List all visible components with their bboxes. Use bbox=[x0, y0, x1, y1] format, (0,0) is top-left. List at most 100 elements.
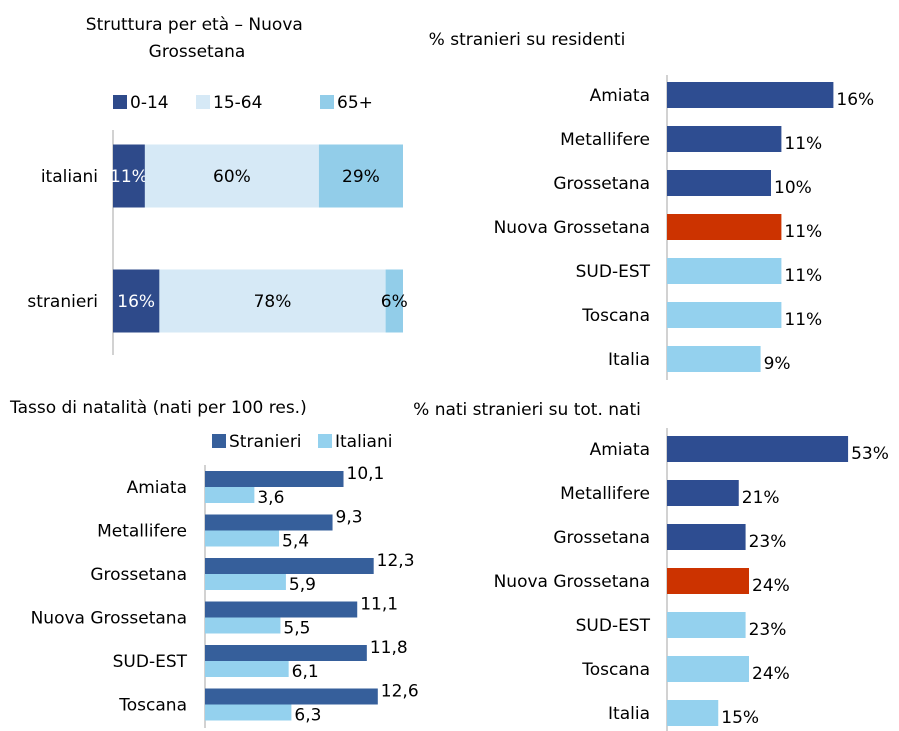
bar bbox=[667, 700, 719, 726]
chart-title: Struttura per età – Nuova Grossetana bbox=[86, 15, 308, 62]
category-label: Metallifere bbox=[97, 522, 187, 542]
bar bbox=[205, 645, 367, 661]
bar bbox=[667, 480, 739, 506]
category-label: Nuova Grossetana bbox=[31, 609, 187, 629]
value-label: 29% bbox=[342, 167, 380, 187]
category-label: SUD-EST bbox=[113, 652, 188, 672]
value-label: 78% bbox=[254, 292, 292, 312]
bar bbox=[205, 617, 281, 634]
legend-label: 15-64 bbox=[213, 93, 262, 113]
value-label: 6,1 bbox=[292, 662, 319, 682]
value-label: 23% bbox=[749, 532, 787, 552]
value-label: 5,9 bbox=[289, 575, 316, 595]
legend-swatch bbox=[196, 95, 210, 109]
bar bbox=[205, 471, 344, 487]
category-label: Grossetana bbox=[90, 565, 187, 585]
bar bbox=[205, 601, 358, 618]
chart-title: % stranieri su residenti bbox=[429, 30, 626, 50]
value-label: 16% bbox=[836, 90, 874, 110]
category-label: Nuova Grossetana bbox=[494, 572, 650, 592]
legend-swatch bbox=[113, 95, 127, 109]
chart-title: % nati stranieri su tot. nati bbox=[413, 400, 641, 420]
value-label: 10,1 bbox=[347, 464, 385, 484]
category-label: italiani bbox=[41, 167, 98, 187]
value-label: 9,3 bbox=[336, 508, 363, 528]
category-label: Grossetana bbox=[553, 174, 650, 194]
value-label: 21% bbox=[742, 488, 780, 508]
value-label: 5,5 bbox=[283, 619, 310, 639]
bar-segment bbox=[159, 269, 386, 333]
bar bbox=[205, 514, 333, 531]
category-label: SUD-EST bbox=[576, 616, 651, 636]
legend-label: Italiani bbox=[335, 432, 392, 452]
value-label: 5,4 bbox=[282, 532, 309, 552]
bar-segment bbox=[113, 144, 145, 208]
category-label: Toscana bbox=[118, 696, 187, 716]
bar bbox=[667, 612, 746, 638]
bar bbox=[667, 346, 761, 372]
bar bbox=[205, 530, 280, 547]
category-label: Metallifere bbox=[560, 130, 650, 150]
value-label: 9% bbox=[764, 354, 791, 374]
bar bbox=[667, 656, 749, 682]
value-label: 12,3 bbox=[377, 551, 415, 571]
category-label: Metallifere bbox=[560, 484, 650, 504]
legend-label: 0-14 bbox=[130, 93, 169, 113]
bar-segment bbox=[385, 269, 403, 333]
bar bbox=[667, 524, 746, 550]
bar bbox=[205, 688, 378, 705]
bar bbox=[205, 574, 286, 590]
bar bbox=[667, 214, 782, 240]
category-label: Toscana bbox=[581, 660, 650, 680]
category-label: Italia bbox=[608, 350, 650, 370]
category-label: Toscana bbox=[581, 306, 650, 326]
legend-swatch bbox=[320, 95, 334, 109]
category-label: Amiata bbox=[590, 440, 650, 460]
value-label: 53% bbox=[851, 444, 889, 464]
bar bbox=[205, 704, 292, 721]
bar bbox=[667, 436, 849, 462]
bar bbox=[667, 302, 782, 328]
value-label: 60% bbox=[213, 167, 251, 187]
bar bbox=[667, 258, 782, 284]
value-label: 3,6 bbox=[257, 488, 284, 508]
value-label: 11% bbox=[784, 266, 822, 286]
bar bbox=[667, 170, 771, 196]
bar bbox=[205, 661, 289, 677]
value-label: 11,1 bbox=[360, 595, 398, 615]
bar bbox=[667, 568, 749, 594]
category-label: Amiata bbox=[127, 478, 187, 498]
legend-swatch bbox=[318, 434, 332, 448]
value-label: 15% bbox=[721, 708, 759, 728]
bar bbox=[205, 558, 374, 574]
category-label: Amiata bbox=[590, 86, 650, 106]
category-label: Grossetana bbox=[553, 528, 650, 548]
value-label: 6% bbox=[381, 292, 408, 312]
category-label: SUD-EST bbox=[576, 262, 651, 282]
chart-title: Tasso di natalità (nati per 100 res.) bbox=[9, 398, 307, 418]
legend-label: Stranieri bbox=[229, 432, 302, 452]
bar-segment bbox=[318, 144, 403, 208]
value-label: 6,3 bbox=[294, 706, 321, 726]
legend-swatch bbox=[212, 434, 226, 448]
value-label: 11% bbox=[110, 167, 148, 187]
value-label: 23% bbox=[749, 620, 787, 640]
value-label: 16% bbox=[117, 292, 155, 312]
category-label: stranieri bbox=[27, 292, 98, 312]
value-label: 11% bbox=[784, 310, 822, 330]
value-label: 24% bbox=[752, 576, 790, 596]
bar bbox=[205, 487, 255, 503]
category-label: Nuova Grossetana bbox=[494, 218, 650, 238]
value-label: 11% bbox=[784, 134, 822, 154]
category-label: Italia bbox=[608, 704, 650, 724]
legend-label: 65+ bbox=[337, 93, 373, 113]
value-label: 12,6 bbox=[381, 682, 419, 702]
bar-segment bbox=[144, 144, 319, 208]
bar-segment bbox=[113, 269, 160, 333]
value-label: 24% bbox=[752, 664, 790, 684]
bar bbox=[667, 126, 782, 152]
bar bbox=[667, 82, 834, 108]
value-label: 11% bbox=[784, 222, 822, 242]
value-label: 10% bbox=[774, 178, 812, 198]
